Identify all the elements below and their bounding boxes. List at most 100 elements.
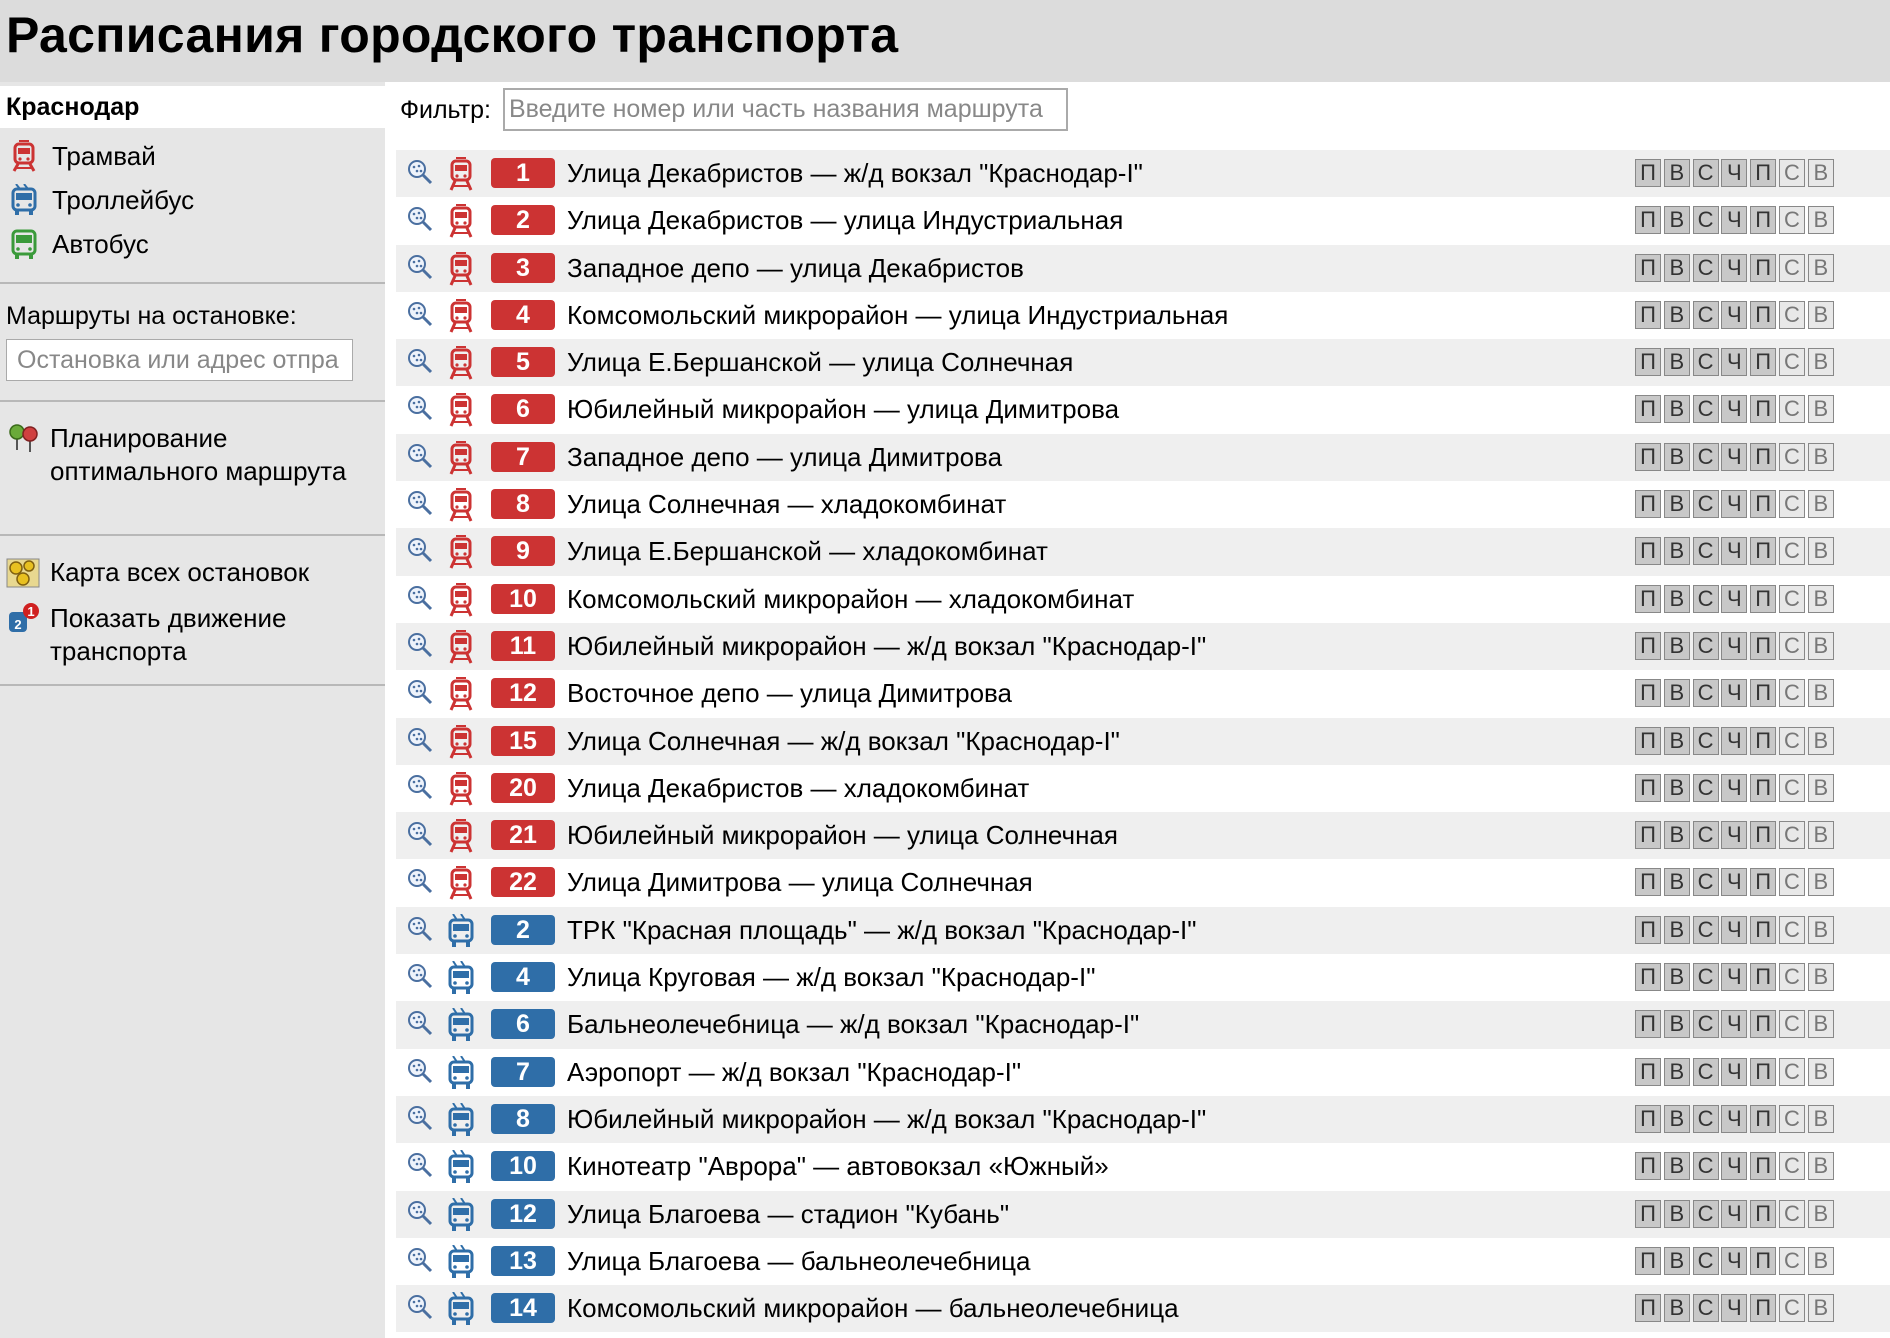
schedule-day-button[interactable]: В xyxy=(1663,1199,1690,1228)
route-row[interactable]: 6 Юбилейный микрорайон — улица Димитрова П… xyxy=(396,386,1890,433)
schedule-day-button[interactable]: Ч xyxy=(1721,1057,1748,1086)
route-name-link[interactable]: Улица Благоева — стадион "Кубань" xyxy=(567,1198,1010,1229)
schedule-day-button[interactable]: С xyxy=(1692,1246,1719,1275)
schedule-day-button[interactable]: С xyxy=(1778,253,1805,282)
schedule-day-button[interactable]: В xyxy=(1807,1057,1834,1086)
schedule-day-button[interactable]: В xyxy=(1663,868,1690,897)
schedule-day-button[interactable]: С xyxy=(1778,963,1805,992)
schedule-day-button[interactable]: С xyxy=(1692,1152,1719,1181)
route-number-badge[interactable]: 21 xyxy=(491,820,555,851)
schedule-day-button[interactable]: Ч xyxy=(1721,679,1748,708)
zoom-map-icon[interactable] xyxy=(406,867,434,895)
schedule-day-button[interactable]: В xyxy=(1807,159,1834,187)
schedule-day-button[interactable]: Ч xyxy=(1721,726,1748,755)
schedule-day-button[interactable]: П xyxy=(1635,348,1661,377)
zoom-map-icon[interactable] xyxy=(406,1057,434,1085)
route-name-link[interactable]: Бальнеолечебница — ж/д вокзал "Краснодар… xyxy=(567,1009,1140,1040)
schedule-day-button[interactable]: С xyxy=(1692,1104,1719,1133)
schedule-day-button[interactable]: В xyxy=(1807,1010,1834,1039)
schedule-day-button[interactable]: С xyxy=(1778,1057,1805,1086)
schedule-day-button[interactable]: П xyxy=(1635,1057,1661,1086)
schedule-day-button[interactable]: Ч xyxy=(1721,490,1748,519)
schedule-day-button[interactable]: В xyxy=(1807,726,1834,755)
route-row[interactable]: 15 Улица Солнечная — ж/д вокзал "Краснода… xyxy=(396,717,1890,765)
schedule-day-button[interactable]: Ч xyxy=(1721,631,1748,660)
schedule-day-button[interactable]: П xyxy=(1750,1010,1777,1039)
schedule-day-button[interactable]: Ч xyxy=(1721,348,1748,377)
route-name-link[interactable]: Комсомольский микрорайон — улица Индустр… xyxy=(567,299,1229,330)
schedule-day-button[interactable]: П xyxy=(1635,631,1661,660)
route-name-link[interactable]: Юбилейный микрорайон — ж/д вокзал "Красн… xyxy=(567,1103,1207,1134)
schedule-day-button[interactable]: С xyxy=(1778,868,1805,897)
schedule-day-button[interactable]: В xyxy=(1663,348,1690,377)
schedule-day-button[interactable]: В xyxy=(1663,679,1690,708)
schedule-day-button[interactable]: С xyxy=(1692,395,1719,424)
route-row[interactable]: 3 Западное депо — улица Декабристов П В С Ч П С… xyxy=(396,244,1890,292)
zoom-map-icon[interactable] xyxy=(406,489,434,517)
sidebar-item-trolleybus[interactable]: Троллейбус xyxy=(0,178,385,222)
route-row[interactable]: 2 Улица Декабристов — улица Индустриальна… xyxy=(396,197,1890,244)
route-name-link[interactable]: Улица Благоева — бальнеолечебница xyxy=(567,1245,1031,1276)
route-number-badge[interactable]: 5 xyxy=(491,347,555,378)
schedule-day-button[interactable]: С xyxy=(1778,300,1805,329)
schedule-day-button[interactable]: С xyxy=(1692,631,1719,660)
schedule-day-button[interactable]: С xyxy=(1778,773,1805,802)
schedule-day-button[interactable]: В xyxy=(1663,1294,1690,1323)
city-name[interactable]: Краснодар xyxy=(0,86,385,128)
schedule-day-button[interactable]: В xyxy=(1663,821,1690,850)
route-name-link[interactable]: Улица Декабристов — улица Индустриальная xyxy=(567,205,1124,236)
schedule-day-button[interactable]: В xyxy=(1807,631,1834,660)
schedule-day-button[interactable]: В xyxy=(1807,584,1834,613)
route-name-link[interactable]: Улица Круговая — ж/д вокзал "Краснодар-I… xyxy=(567,962,1096,993)
schedule-day-button[interactable]: В xyxy=(1807,963,1834,992)
schedule-day-button[interactable]: В xyxy=(1663,915,1690,944)
route-name-link[interactable]: Кинотеатр "Аврора" — автовокзал «Южный» xyxy=(567,1151,1109,1182)
zoom-map-icon[interactable] xyxy=(406,773,434,801)
schedule-day-button[interactable]: П xyxy=(1635,490,1661,519)
route-name-link[interactable]: Юбилейный микрорайон — улица Димитрова xyxy=(567,394,1120,425)
schedule-day-button[interactable]: Ч xyxy=(1721,253,1748,282)
zoom-map-icon[interactable] xyxy=(406,253,434,281)
schedule-day-button[interactable]: П xyxy=(1635,963,1661,992)
schedule-day-button[interactable]: П xyxy=(1635,537,1661,566)
schedule-day-button[interactable]: С xyxy=(1692,1199,1719,1228)
schedule-day-button[interactable]: П xyxy=(1750,1152,1777,1181)
stop-search-input[interactable] xyxy=(6,339,353,381)
route-row[interactable]: 6 Бальнеолечебница — ж/д вокзал "Краснода… xyxy=(396,1001,1890,1049)
schedule-day-button[interactable]: В xyxy=(1807,537,1834,566)
schedule-day-button[interactable]: В xyxy=(1663,253,1690,282)
schedule-day-button[interactable]: В xyxy=(1663,773,1690,802)
sidebar-item-tram[interactable]: Трамвай xyxy=(0,134,385,178)
route-name-link[interactable]: Восточное депо — улица Димитрова xyxy=(567,678,1013,709)
route-number-badge[interactable]: 6 xyxy=(491,1009,555,1040)
schedule-day-button[interactable]: П xyxy=(1750,679,1777,708)
schedule-day-button[interactable]: С xyxy=(1692,963,1719,992)
zoom-map-icon[interactable] xyxy=(406,631,434,659)
schedule-day-button[interactable]: П xyxy=(1750,915,1777,944)
schedule-day-button[interactable]: В xyxy=(1807,253,1834,282)
route-row[interactable]: 7 Западное депо — улица Димитрова П В С Ч П С В xyxy=(396,433,1890,482)
route-number-badge[interactable]: 3 xyxy=(491,252,555,283)
route-row[interactable]: 4 Комсомольский микрорайон — улица Индуст… xyxy=(396,292,1890,339)
route-number-badge[interactable]: 2 xyxy=(491,205,555,236)
route-row[interactable]: 8 Улица Солнечная — хладокомбинат П В С Ч П С В xyxy=(396,481,1890,528)
zoom-map-icon[interactable] xyxy=(406,1199,434,1227)
schedule-day-button[interactable]: С xyxy=(1778,206,1805,235)
route-row[interactable]: 8 Юбилейный микрорайон — ж/д вокзал "Крас… xyxy=(396,1095,1890,1144)
schedule-day-button[interactable]: Ч xyxy=(1721,868,1748,897)
schedule-day-button[interactable]: С xyxy=(1778,726,1805,755)
zoom-map-icon[interactable] xyxy=(406,962,434,990)
schedule-day-button[interactable]: П xyxy=(1750,348,1777,377)
schedule-day-button[interactable]: В xyxy=(1663,1152,1690,1181)
schedule-day-button[interactable]: П xyxy=(1750,395,1777,424)
schedule-day-button[interactable]: С xyxy=(1778,1294,1805,1323)
zoom-map-icon[interactable] xyxy=(406,1104,434,1132)
route-name-link[interactable]: Юбилейный микрорайон — ж/д вокзал "Красн… xyxy=(567,630,1207,661)
route-row[interactable]: 10 Кинотеатр "Аврора" — автовокзал «Южный… xyxy=(396,1143,1890,1190)
schedule-day-button[interactable]: В xyxy=(1807,1199,1834,1228)
schedule-day-button[interactable]: В xyxy=(1807,1246,1834,1275)
route-row[interactable]: 22 Улица Димитрова — улица Солнечная П В С Ч П… xyxy=(396,859,1890,906)
schedule-day-button[interactable]: П xyxy=(1635,679,1661,708)
schedule-day-button[interactable]: В xyxy=(1663,631,1690,660)
schedule-day-button[interactable]: С xyxy=(1692,726,1719,755)
